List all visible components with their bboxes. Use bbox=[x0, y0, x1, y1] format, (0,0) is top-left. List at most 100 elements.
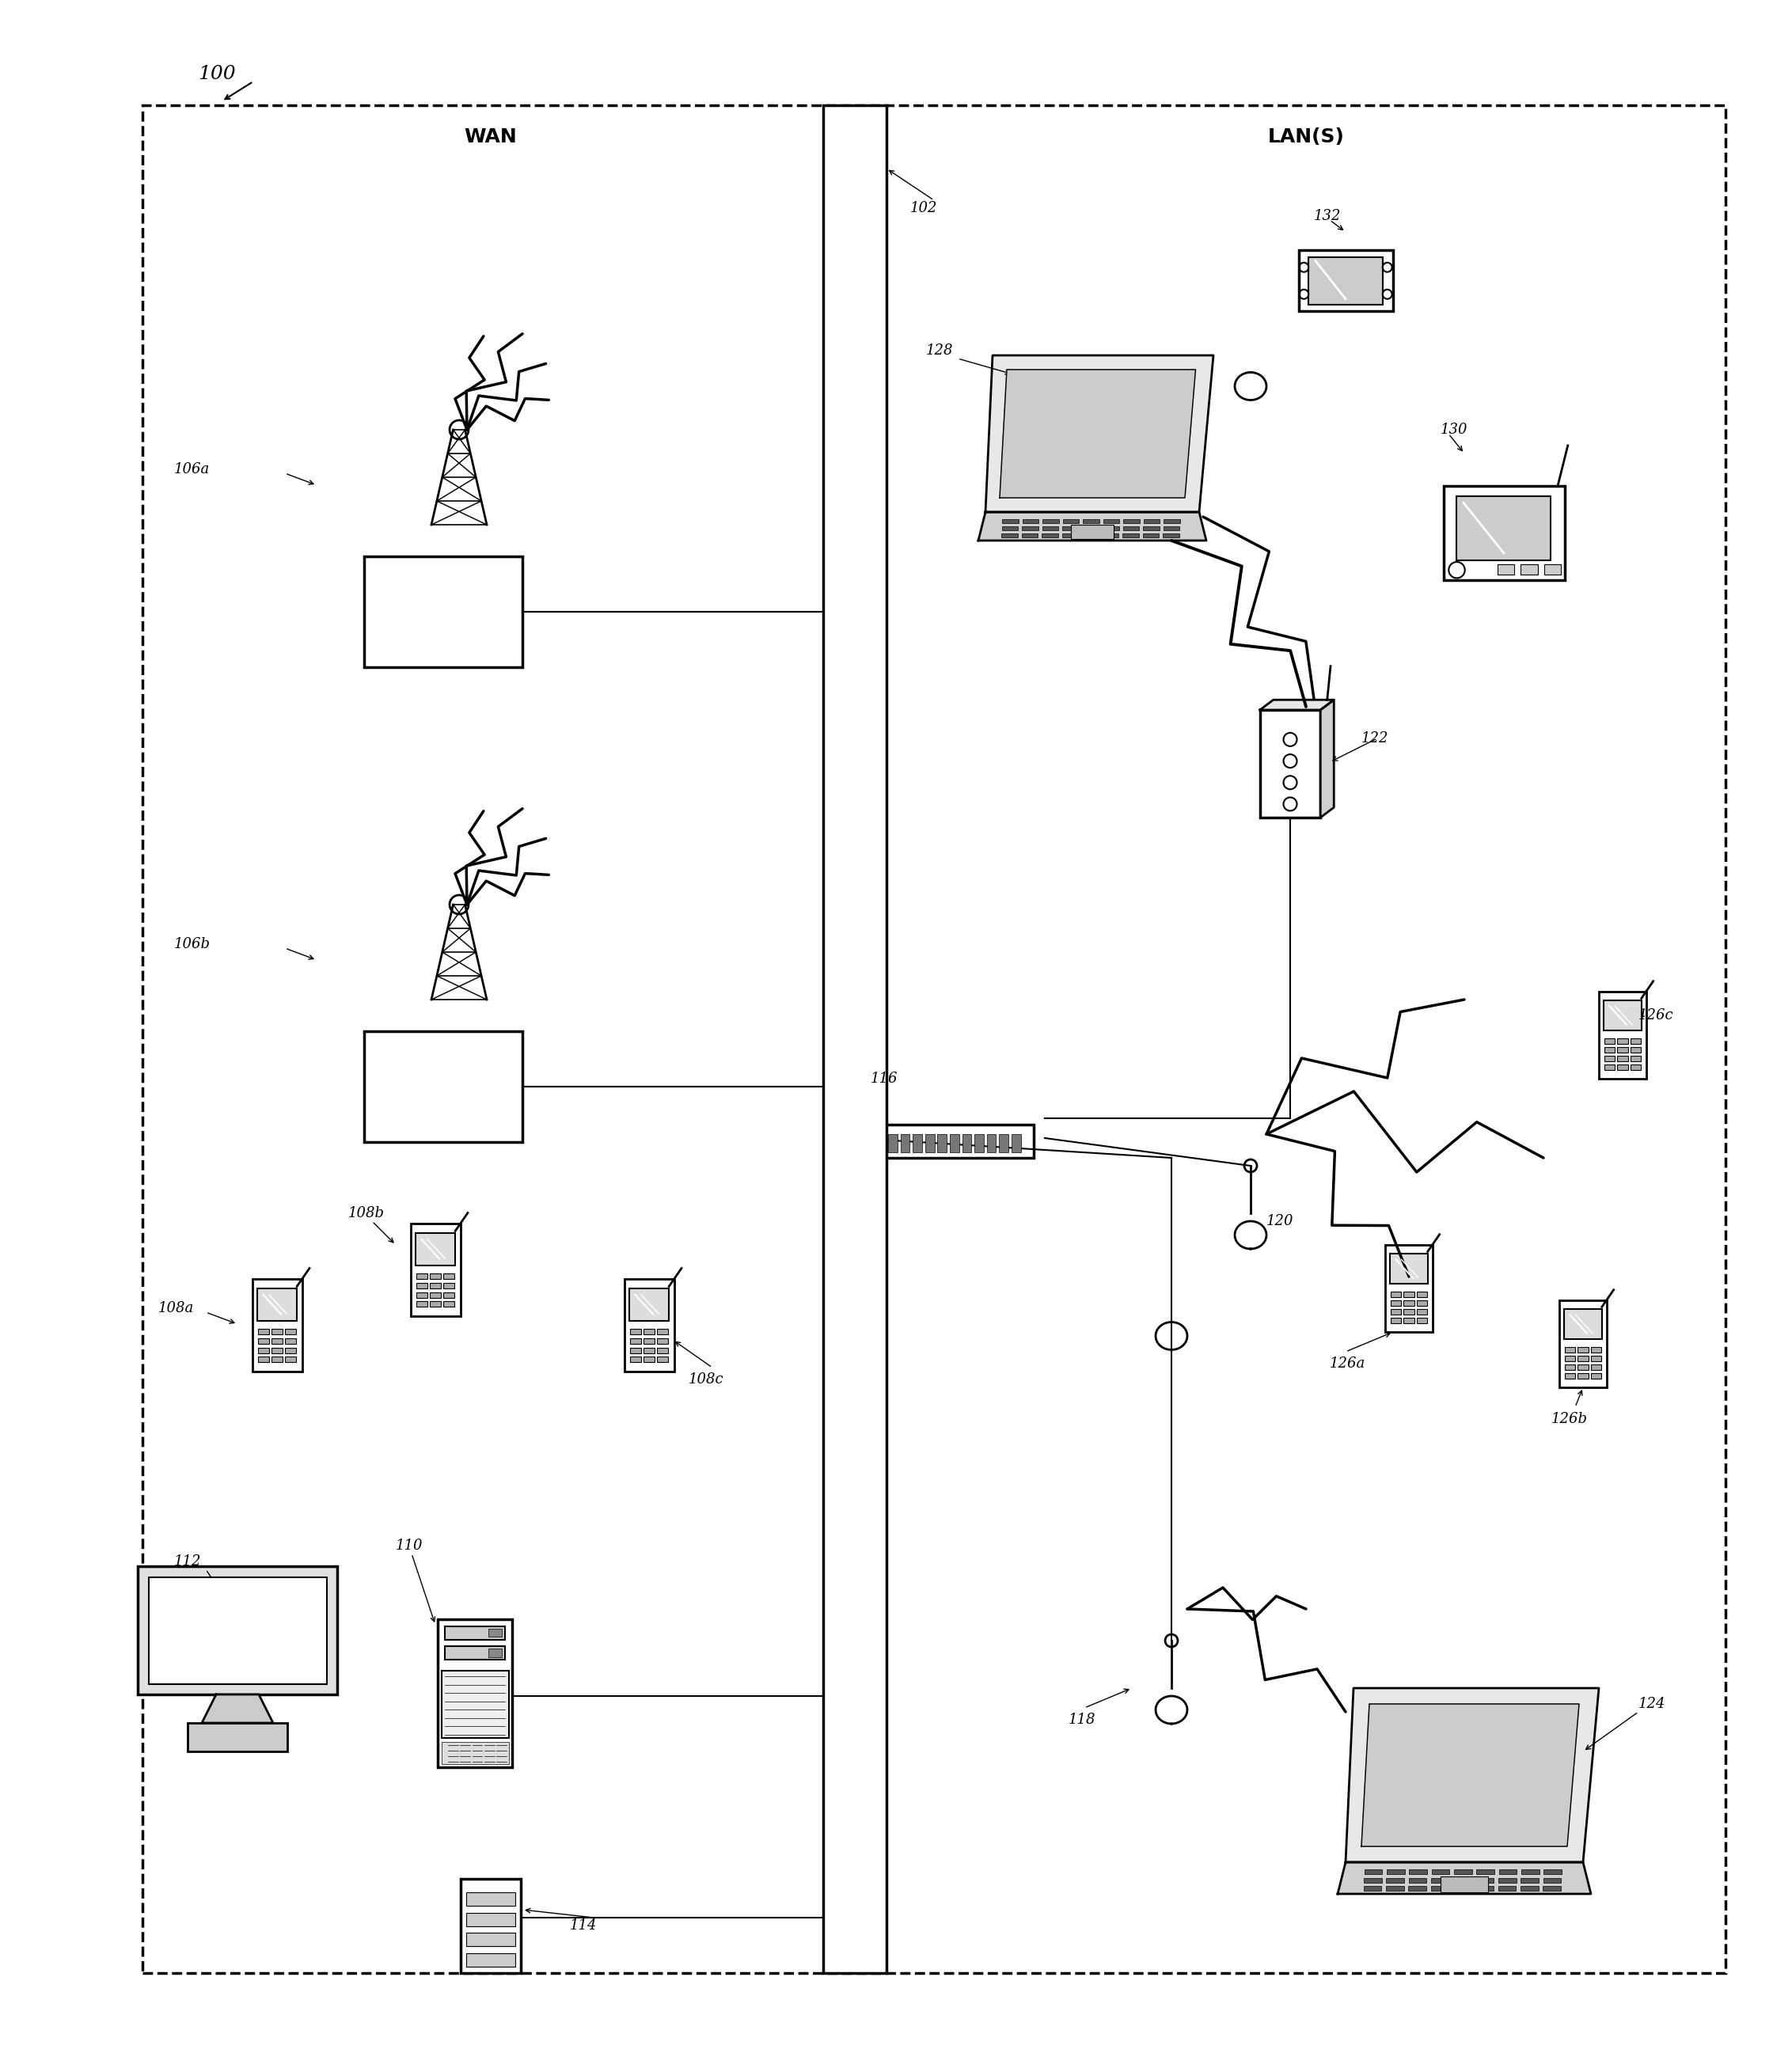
Bar bbox=[1430, 1886, 1448, 1890]
Bar bbox=[466, 1913, 516, 1925]
Bar bbox=[1102, 534, 1118, 538]
Bar bbox=[285, 1338, 296, 1344]
Bar bbox=[912, 1133, 923, 1152]
Bar bbox=[1631, 1046, 1640, 1053]
Bar bbox=[950, 1133, 959, 1152]
Text: LAN(S): LAN(S) bbox=[1267, 128, 1344, 147]
Bar bbox=[658, 1357, 668, 1363]
Bar bbox=[272, 1330, 283, 1334]
Polygon shape bbox=[202, 1694, 272, 1723]
Bar bbox=[461, 1880, 521, 1973]
Text: 100: 100 bbox=[197, 64, 235, 83]
Bar bbox=[643, 1330, 654, 1334]
Bar bbox=[443, 1282, 455, 1288]
Text: 102: 102 bbox=[910, 201, 937, 215]
Bar bbox=[1545, 565, 1561, 575]
Bar bbox=[1124, 525, 1140, 529]
Bar bbox=[489, 1648, 502, 1656]
Bar bbox=[1011, 1133, 1021, 1152]
Bar bbox=[1021, 534, 1038, 538]
Bar bbox=[441, 1671, 509, 1737]
Bar bbox=[1409, 1869, 1426, 1874]
Bar bbox=[1543, 1869, 1561, 1874]
Bar bbox=[1416, 1317, 1426, 1324]
Text: 112: 112 bbox=[174, 1555, 201, 1570]
Bar bbox=[631, 1330, 642, 1334]
Bar bbox=[272, 1348, 283, 1352]
Bar bbox=[444, 1625, 505, 1640]
Bar bbox=[629, 1288, 668, 1321]
Bar bbox=[962, 1133, 971, 1152]
Polygon shape bbox=[1346, 1687, 1598, 1861]
Bar bbox=[1023, 519, 1039, 523]
Bar bbox=[1021, 525, 1038, 529]
Bar bbox=[285, 1330, 296, 1334]
Text: 124: 124 bbox=[1638, 1698, 1667, 1710]
Bar bbox=[416, 1282, 426, 1288]
Bar bbox=[1520, 1886, 1538, 1890]
Bar bbox=[1143, 519, 1159, 523]
Bar bbox=[466, 1892, 516, 1907]
Bar bbox=[258, 1338, 269, 1344]
Bar bbox=[1308, 256, 1383, 304]
Bar bbox=[1163, 519, 1179, 523]
Text: 108b: 108b bbox=[348, 1206, 385, 1220]
Bar bbox=[658, 1338, 668, 1344]
Bar bbox=[1364, 1886, 1382, 1890]
Bar bbox=[1260, 709, 1321, 817]
Bar bbox=[631, 1357, 642, 1363]
Bar bbox=[658, 1330, 668, 1334]
Bar bbox=[1299, 250, 1392, 310]
Bar bbox=[1163, 525, 1179, 529]
Bar bbox=[866, 1125, 1034, 1158]
Bar bbox=[1102, 525, 1118, 529]
Bar bbox=[1124, 519, 1140, 523]
Text: 120: 120 bbox=[1267, 1214, 1294, 1228]
Bar bbox=[1385, 1886, 1403, 1890]
Bar bbox=[1604, 1001, 1641, 1030]
Bar bbox=[975, 1133, 984, 1152]
Bar bbox=[1564, 1309, 1602, 1340]
Bar bbox=[643, 1338, 654, 1344]
Bar bbox=[466, 1952, 516, 1967]
Bar bbox=[364, 556, 523, 668]
Bar bbox=[1498, 1869, 1516, 1874]
Text: 116: 116 bbox=[871, 1071, 898, 1086]
Text: 106b: 106b bbox=[174, 937, 210, 951]
Bar bbox=[1002, 525, 1018, 529]
Bar bbox=[1598, 991, 1647, 1079]
Bar bbox=[1475, 1886, 1493, 1890]
Bar bbox=[1498, 1878, 1516, 1882]
Bar bbox=[1579, 1357, 1588, 1361]
Bar bbox=[1543, 1886, 1561, 1890]
Bar bbox=[1403, 1317, 1414, 1324]
Bar bbox=[138, 1565, 337, 1694]
Bar bbox=[987, 1133, 996, 1152]
Bar bbox=[1559, 1301, 1607, 1388]
Bar bbox=[272, 1357, 283, 1363]
Bar bbox=[1521, 1869, 1539, 1874]
Bar bbox=[1543, 1878, 1561, 1882]
Bar bbox=[1591, 1365, 1600, 1369]
Bar bbox=[1564, 1346, 1575, 1352]
Bar bbox=[1043, 525, 1059, 529]
Bar bbox=[1631, 1038, 1640, 1044]
Bar bbox=[466, 1934, 516, 1946]
Bar bbox=[1082, 525, 1098, 529]
Bar bbox=[272, 1338, 283, 1344]
Bar bbox=[1618, 1065, 1627, 1069]
Bar bbox=[1604, 1065, 1615, 1069]
Bar bbox=[1521, 1878, 1539, 1882]
Bar bbox=[1063, 534, 1079, 538]
Polygon shape bbox=[1235, 1222, 1267, 1249]
Bar bbox=[1453, 1886, 1471, 1890]
Bar bbox=[1604, 1038, 1615, 1044]
Bar bbox=[643, 1357, 654, 1363]
Bar bbox=[1521, 565, 1538, 575]
Bar bbox=[631, 1348, 642, 1352]
Polygon shape bbox=[1260, 699, 1333, 709]
Bar bbox=[285, 1357, 296, 1363]
Polygon shape bbox=[1321, 699, 1333, 817]
Bar bbox=[1443, 486, 1564, 581]
Bar bbox=[1002, 534, 1018, 538]
